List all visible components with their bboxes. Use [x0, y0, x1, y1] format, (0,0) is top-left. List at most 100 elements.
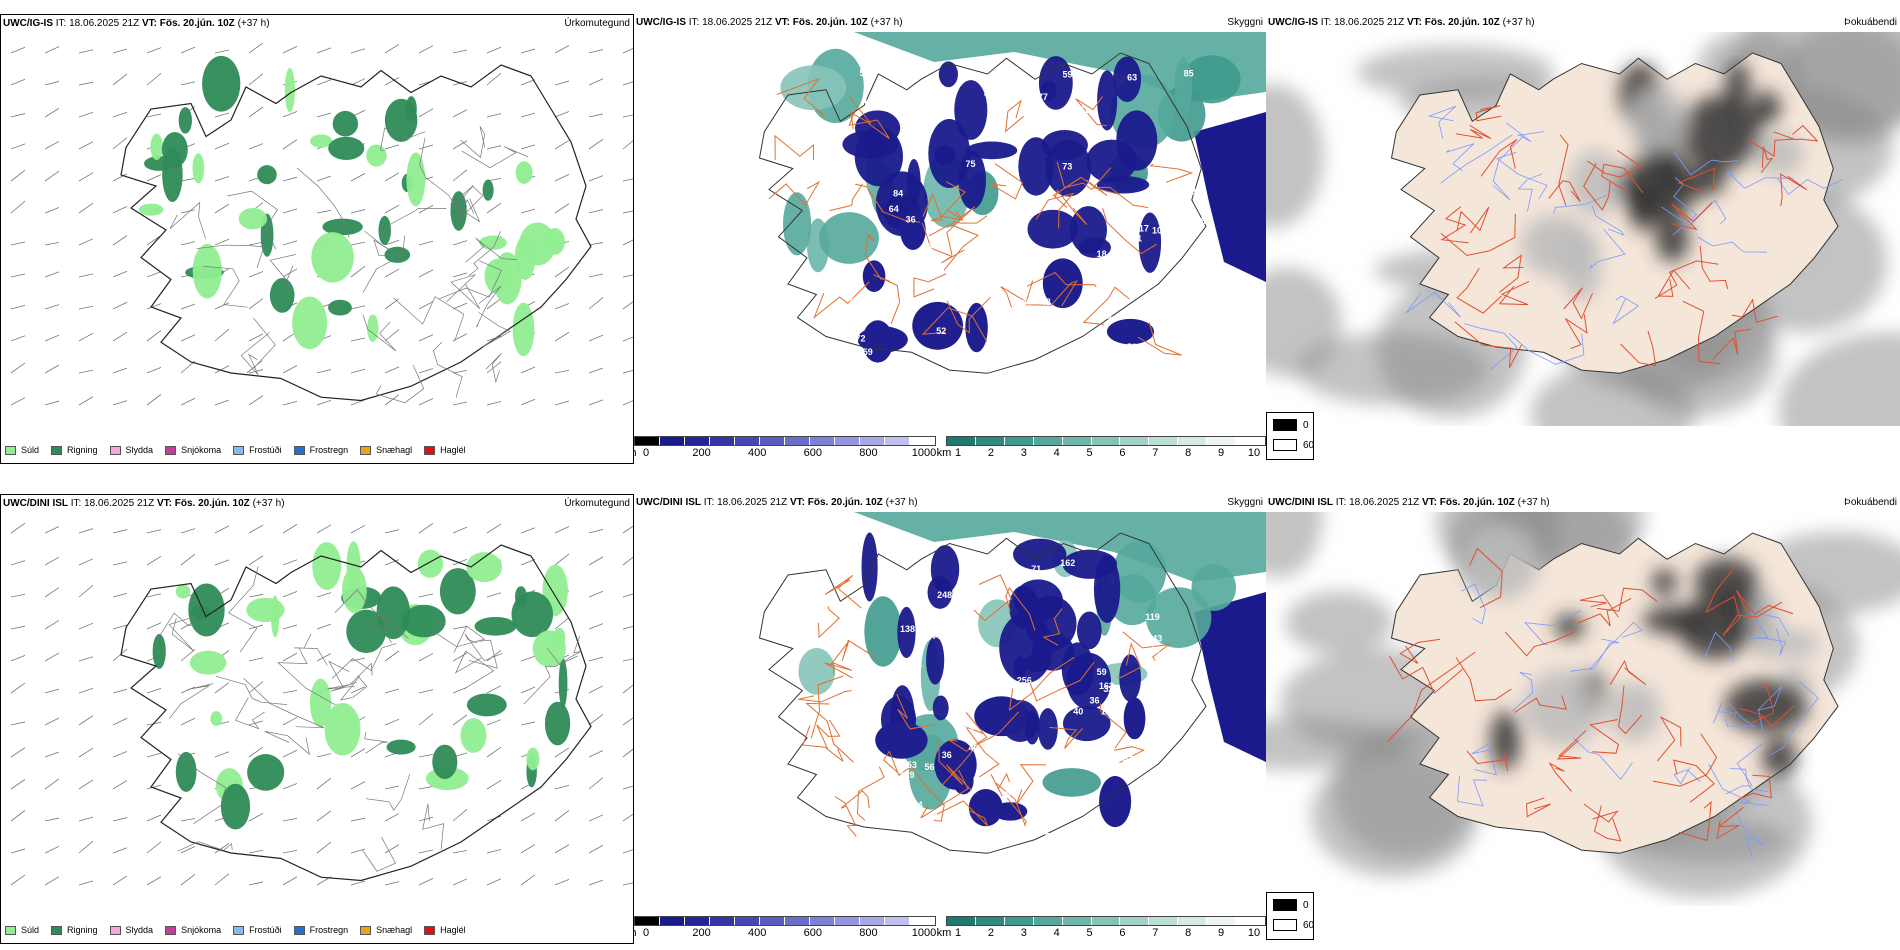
- colorbar-tick: 10: [1247, 927, 1261, 939]
- legend-item: Slydda: [109, 445, 154, 455]
- cloud-base-value: 163: [1099, 681, 1114, 691]
- cloud-base-value: 101: [1127, 348, 1142, 358]
- cloud-base-value: 42: [862, 96, 872, 106]
- cloud-base-value: 62: [1013, 89, 1023, 99]
- colorbar-tick: 400: [748, 447, 767, 459]
- cloud-base-value: 204: [1142, 790, 1157, 800]
- fog-legend-swatch: [1273, 919, 1297, 931]
- visibility-areas: [798, 512, 1266, 810]
- cloud-base-value: 51: [1079, 105, 1089, 115]
- colorbar-tick: 5: [1086, 447, 1093, 459]
- colorbar-tick: 5: [1086, 927, 1093, 939]
- cloud-base-map: 157 179 204 163 139 131 101 44 71 20 470 75 128 248 20…: [758, 512, 1266, 854]
- cloud-base-value: 40: [968, 743, 978, 753]
- coastline: [758, 52, 1207, 374]
- precip-legend: Súld Rigning Slydda Snjókoma Frostúði Frostre…: [1, 437, 633, 463]
- rivers: [1457, 583, 1819, 858]
- legend-swatch: [5, 445, 16, 455]
- cloud-base-value: 59: [856, 731, 866, 741]
- cloud-base-panel-top: UWC/IG-IS IT: 18.06.2025 21Z VT: Fös. 20…: [634, 14, 1266, 464]
- cloud-base-value: 162: [1060, 558, 1075, 568]
- cloud-base-value: 55: [915, 88, 925, 98]
- panel-title: Úrkomutegund: [564, 498, 630, 509]
- colorbar-cell: [810, 437, 835, 445]
- colorbar-tick: 9: [1218, 927, 1225, 939]
- colorbar-cell: [1149, 437, 1179, 445]
- cloud-base-value: 131: [1147, 746, 1162, 756]
- cloud-base-value: 119: [1145, 612, 1160, 622]
- cloud-base-value: 81: [1073, 351, 1083, 361]
- cloud-base-value: 139: [899, 770, 914, 780]
- colorbar-cell: [1236, 917, 1265, 925]
- cloud-base-value: 159: [858, 347, 873, 357]
- cloud-base-value: 50: [1173, 152, 1183, 162]
- colorbar-cell: [1178, 437, 1208, 445]
- cloud-base-value: 36: [942, 750, 952, 760]
- colorbar-cell: [975, 917, 1005, 925]
- colorbar-tick: 400: [748, 927, 767, 939]
- coastline: [120, 64, 592, 402]
- roads-gray: [154, 566, 582, 872]
- legend-swatch: [165, 445, 177, 455]
- legend-label: Haglél: [440, 445, 466, 455]
- panel-header: UWC/IG-IS IT: 18.06.2025 21Z VT: Fös. 20…: [1, 15, 633, 33]
- cloud-base-value: 759: [1134, 812, 1149, 822]
- precip-legend: Súld Rigning Slydda Snjókoma Frostúði Frostre…: [1, 917, 633, 943]
- colorbar-cell: [1120, 917, 1150, 925]
- colorbar-tick: 6: [1119, 927, 1126, 939]
- precip-type-panel-bottom: UWC/DINI ISL IT: 18.06.2025 21Z VT: Fös.…: [0, 494, 634, 944]
- colorbar-tick: 200: [692, 447, 711, 459]
- cloud-base-value: 48: [1041, 297, 1051, 307]
- legend-swatch: [109, 925, 121, 935]
- panel-title: Skyggni: [1227, 17, 1263, 28]
- colorbar-tick: 0: [642, 447, 650, 459]
- colorbar-cell: [1178, 917, 1208, 925]
- cloud-base-value: 54: [901, 60, 911, 70]
- colorbar-cell: [885, 917, 910, 925]
- legend-item: Haglél: [424, 925, 466, 935]
- cloud-base-value: 487: [1140, 311, 1155, 321]
- cloud-base-values: 137 151 159 241 487 86 41 41 42 40 36 52 50 54 50 52 63 5…: [849, 56, 1206, 367]
- fog-panel-top: UWC/IG-IS IT: 18.06.2025 21Z VT: Fös. 20…: [1266, 14, 1900, 464]
- wind-barbs: [10, 42, 633, 406]
- rivers: [1405, 105, 1843, 370]
- cloud-base-value: 117: [1134, 223, 1149, 233]
- colorbar-unit: km: [936, 927, 952, 939]
- precip-map: [10, 42, 633, 406]
- colorbar-cell: [685, 437, 710, 445]
- fog-legend-bottom: 0 60: [1266, 892, 1314, 940]
- colorbar-tick: 200: [692, 927, 711, 939]
- legend-item: Súld: [5, 925, 39, 935]
- colorbar-ticks: m02004006008001000: [627, 446, 937, 460]
- colorbar-tick: 10: [1247, 447, 1261, 459]
- visibility-colorbar-top: km 1 2 3 4 5 6 7 8 9 10: [937, 436, 1266, 460]
- cloud-base-value: 46: [927, 241, 937, 251]
- cloud-base-value: 101: [907, 658, 922, 668]
- legend-swatch: [165, 925, 177, 935]
- cloud-base-value: 59: [1062, 69, 1072, 79]
- colorbar-cell: [710, 917, 735, 925]
- colorbar-cell: [1091, 437, 1121, 445]
- cloud-base-value: 59: [849, 296, 859, 306]
- colorbar-fill: [946, 436, 1266, 446]
- colorbar-tick: 600: [803, 447, 822, 459]
- legend-item: Súld: [5, 445, 39, 455]
- legend-label: Snæhagl: [376, 445, 413, 455]
- legend-swatch: [233, 445, 245, 455]
- cloud-base-value: 44: [930, 631, 940, 641]
- row-separator: [0, 476, 1900, 496]
- legend-label: Slydda: [125, 445, 154, 455]
- fog-legend-label: 60: [1303, 919, 1315, 931]
- colorbar-cell: [1062, 437, 1092, 445]
- legend-swatch: [360, 925, 372, 935]
- cloud-base-value: 50: [1102, 274, 1112, 284]
- roads: [1387, 547, 1795, 842]
- cloud-base-value: 40: [1073, 707, 1083, 717]
- cloud-base-value: 470: [1123, 754, 1138, 764]
- colorbar-cell: [1120, 437, 1150, 445]
- cloud-base-value: 40: [999, 218, 1009, 228]
- colorbar-tick: 1000: [911, 447, 937, 459]
- fog-legend-label: 0: [1303, 419, 1309, 431]
- colorbar-cell: [835, 917, 860, 925]
- panel-title: Þokuábendi: [1844, 497, 1897, 508]
